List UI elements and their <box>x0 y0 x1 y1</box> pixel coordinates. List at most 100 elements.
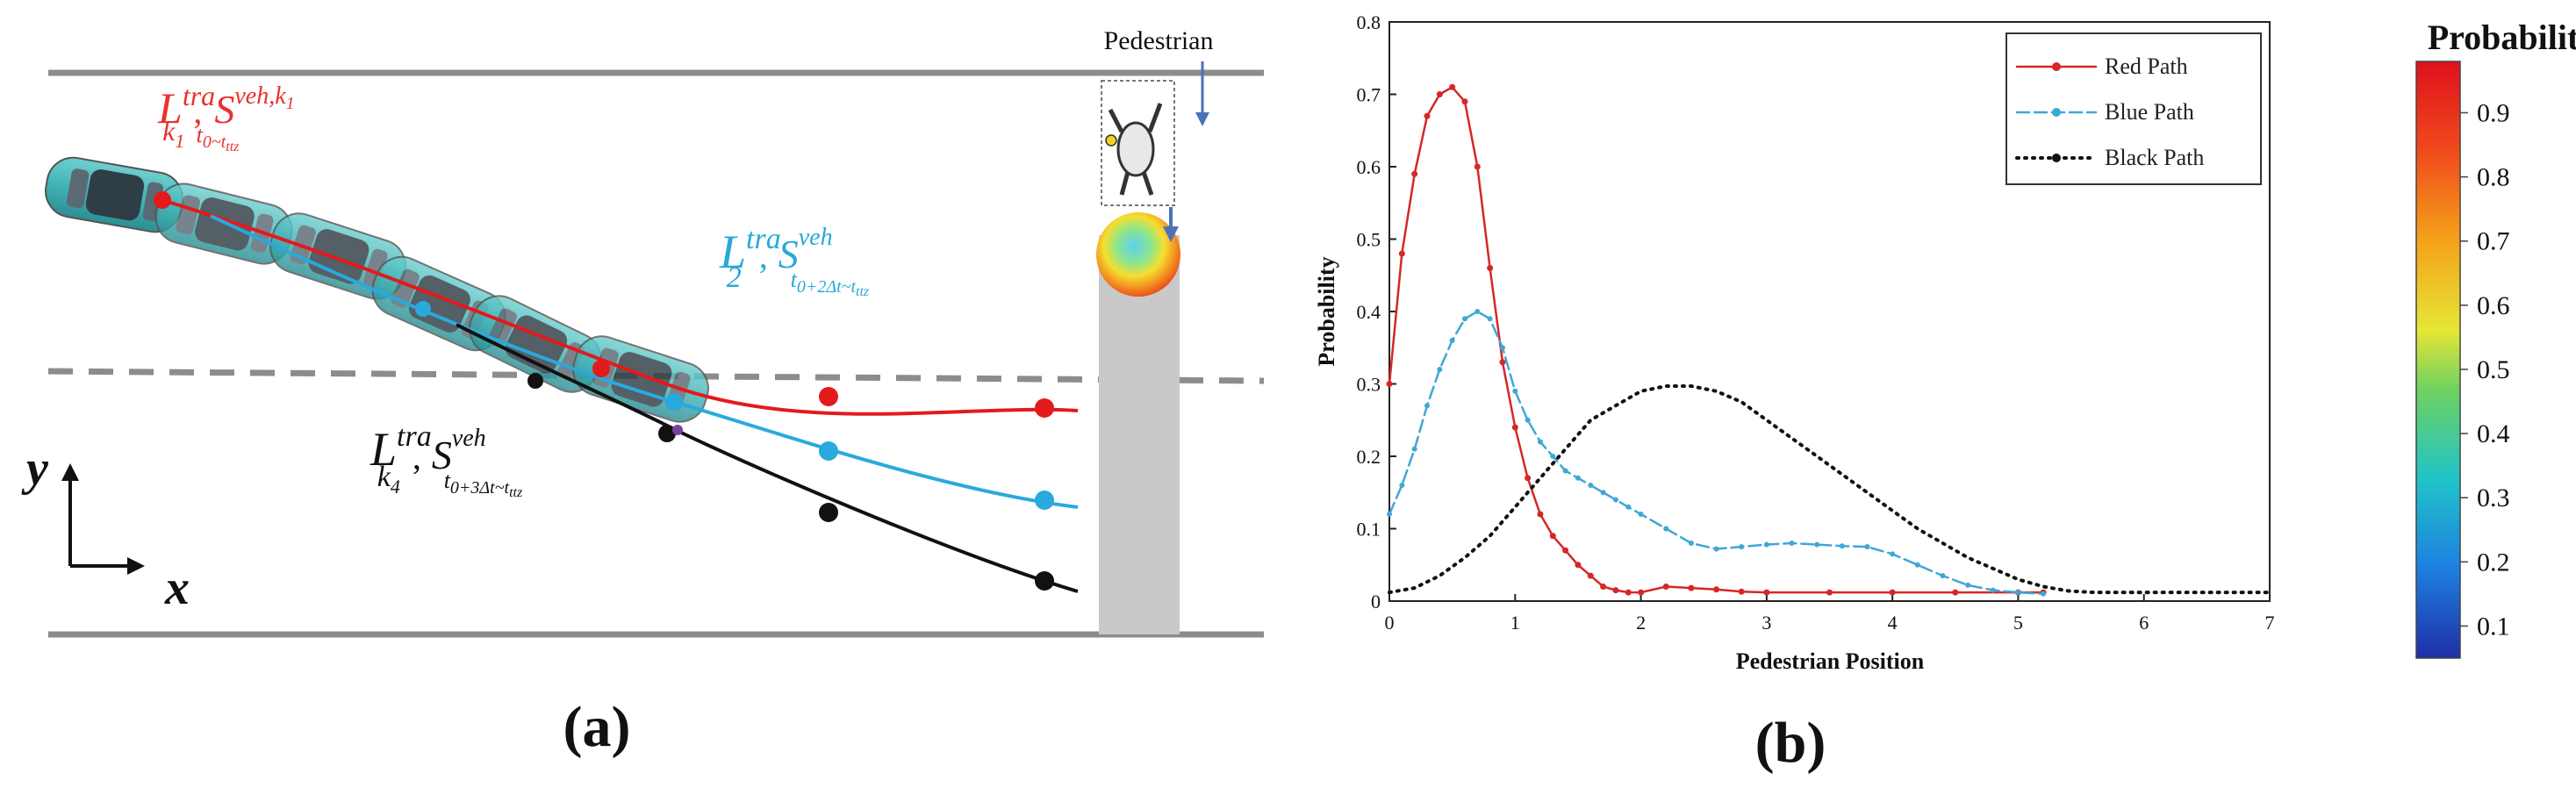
data-point <box>1688 541 1694 546</box>
x-tick-label: 7 <box>2265 612 2275 634</box>
data-point <box>1461 98 1468 105</box>
series-red-path <box>1386 83 2047 596</box>
data-point <box>1688 584 1695 591</box>
data-point <box>1411 446 1417 452</box>
colorbar-title: Probability <box>2428 18 2576 57</box>
pedestrian-arrow-top <box>1195 61 1209 126</box>
data-point <box>1499 359 1506 366</box>
data-point <box>1575 475 1581 481</box>
x-tick-label: 1 <box>1510 612 1520 634</box>
legend-label: Blue Path <box>2105 99 2194 125</box>
xy-axes-icon <box>61 463 145 575</box>
data-point <box>1839 543 1845 549</box>
x-axis: 0 1 2 3 4 5 6 7 <box>1385 594 2275 634</box>
crosswalk-strip <box>1099 235 1180 634</box>
label-red-trajectory: Ltra k1, Sveh,k1 t0~tttz <box>157 80 295 154</box>
data-point <box>1914 562 1920 568</box>
data-point <box>1387 512 1392 517</box>
data-point <box>1424 112 1431 119</box>
axis-x-label: x <box>164 561 190 615</box>
colorbar-tick-label: 0.5 <box>2477 355 2510 384</box>
axis-y-label: y <box>21 441 49 496</box>
data-point <box>1965 582 1971 588</box>
data-point <box>1600 584 1607 590</box>
series-layer <box>1386 83 2271 597</box>
colorbar-tick-label: 0.7 <box>2477 227 2510 256</box>
series-line <box>1388 384 2271 595</box>
y-tick-label: 0 <box>1371 591 1381 612</box>
data-point <box>1537 511 1544 518</box>
data-point <box>1449 338 1455 343</box>
colorbar-tick-label: 0.9 <box>2477 98 2510 127</box>
x-tick-label: 6 <box>2139 612 2149 634</box>
legend-marker <box>2052 154 2061 162</box>
caption-b: (b) <box>1755 711 1826 775</box>
red-point-2 <box>592 360 610 377</box>
data-point <box>2015 590 2021 596</box>
data-point <box>1461 316 1467 322</box>
blue-point-3 <box>819 441 838 461</box>
data-point <box>1499 345 1505 351</box>
vehicle-1 <box>45 156 183 233</box>
black-point-3 <box>819 503 838 522</box>
x-tick-label: 2 <box>1636 612 1646 634</box>
y-tick-label: 0.1 <box>1357 519 1381 541</box>
colorbar-tick-label: 0.6 <box>2477 291 2510 320</box>
data-point <box>1713 546 1719 552</box>
data-point <box>1638 589 1645 596</box>
label-black-trajectory: Ltra k4, Sveh t0+3Δt~tttz <box>370 420 523 500</box>
red-point-4 <box>1035 398 1054 418</box>
series-black-path <box>1388 384 2271 595</box>
y-tick-label: 0.8 <box>1357 11 1381 33</box>
y-tick-label: 0.3 <box>1357 374 1381 396</box>
blue-point-1 <box>415 301 431 317</box>
data-point <box>2041 591 2047 597</box>
data-point <box>1763 589 1770 596</box>
chart-legend: Red Path Blue Path Black Path <box>2006 32 2262 185</box>
data-point <box>1588 483 1594 488</box>
pedestrian-probability-ball <box>1096 212 1180 297</box>
data-point <box>1990 587 1996 593</box>
legend-label: Black Path <box>2105 145 2204 170</box>
pedestrian-arrow-bottom <box>1163 207 1179 242</box>
data-point <box>1864 544 1870 550</box>
purple-point <box>672 425 683 435</box>
data-point <box>1437 367 1443 372</box>
red-point-1 <box>154 191 171 209</box>
data-point <box>1550 454 1556 459</box>
data-point <box>1940 573 1946 579</box>
data-point <box>1386 381 1393 387</box>
data-point <box>1474 163 1481 170</box>
legend-marker <box>2052 62 2061 71</box>
data-point <box>1890 551 1896 557</box>
colorbar-tick-label: 0.8 <box>2477 163 2510 192</box>
label-blue-trajectory: Ltra 2, Sveh t0+2Δt~tttz <box>719 223 870 299</box>
data-point <box>1612 587 1619 594</box>
data-point <box>1826 589 1833 596</box>
data-point <box>1525 417 1531 423</box>
data-point <box>1638 512 1644 517</box>
y-tick-label: 0.5 <box>1357 229 1381 251</box>
red-point-3 <box>819 387 838 406</box>
data-point <box>1663 526 1669 532</box>
pedestrian-label: Pedestrian <box>1104 26 1214 55</box>
colorbar: Probability 0.9 0.8 0.7 0.6 0.5 0.4 0.3 0.2 0.1 <box>2415 18 2576 659</box>
colorbar-tick-label: 0.1 <box>2477 612 2510 641</box>
panel-b-chart: 0 0.1 0.2 0.3 0.4 0.5 0.6 0.7 0.8 0 1 2 3 4 5 6 7 Proba… <box>1314 11 2275 775</box>
data-point <box>1575 562 1582 569</box>
data-point <box>1424 403 1430 409</box>
data-point <box>1399 483 1405 488</box>
y-tick-label: 0.4 <box>1357 301 1381 323</box>
caption-a: (a) <box>563 695 631 759</box>
y-axis: 0 0.1 0.2 0.3 0.4 0.5 0.6 0.7 0.8 <box>1357 11 1396 612</box>
data-point <box>1600 490 1606 496</box>
legend-label: Red Path <box>2105 54 2188 79</box>
data-point <box>1814 541 1820 548</box>
red-trajectory-line <box>161 198 1079 416</box>
data-point <box>1398 250 1405 257</box>
data-point <box>1475 309 1481 314</box>
data-point <box>1511 424 1518 431</box>
x-axis-title: Pedestrian Position <box>1736 648 1925 674</box>
colorbar-ticks: 0.9 0.8 0.7 0.6 0.5 0.4 0.3 0.2 0.1 <box>2460 98 2510 641</box>
data-point <box>1625 504 1632 510</box>
